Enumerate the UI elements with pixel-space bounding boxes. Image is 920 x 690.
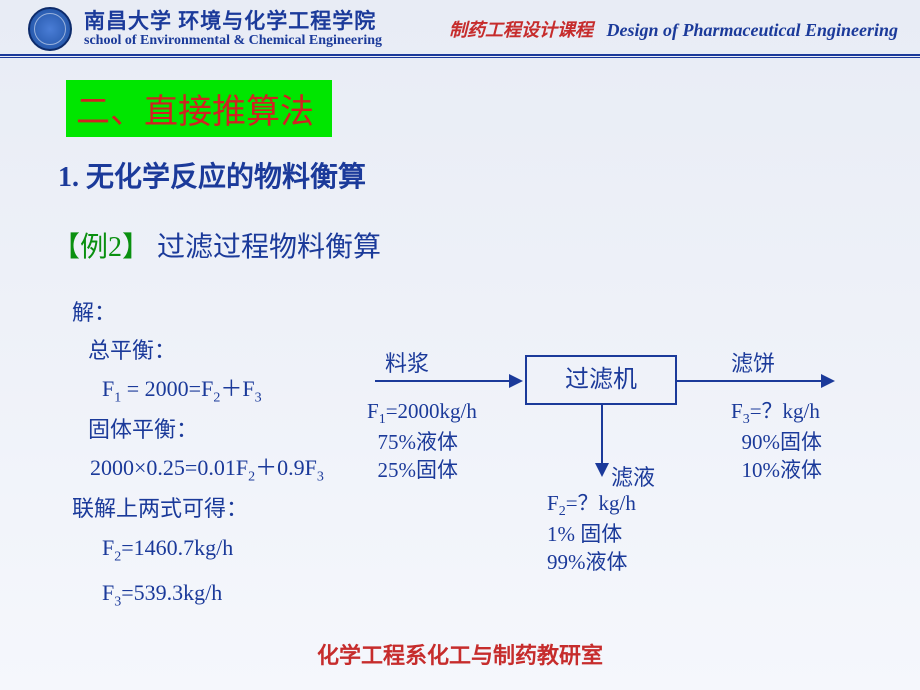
bracket-open: 【 bbox=[52, 232, 80, 263]
course-title: 制药工程设计课程 Design of Pharmaceutical Engine… bbox=[449, 16, 898, 42]
bracket-close: 】 bbox=[122, 232, 150, 263]
header: 南昌大学 环境与化学工程学院 school of Environmental &… bbox=[0, 0, 920, 58]
feed-values: F1=2000kg/h 75%液体 25%固体 bbox=[367, 398, 477, 484]
solution-block: 解： 总平衡： F1 = 2000=F2＋F3 固体平衡： 2000×0.25=… bbox=[72, 296, 324, 617]
filtrate-arrow bbox=[601, 405, 603, 475]
filtrate-values: F2=？kg/h1% 固体99%液体 bbox=[547, 490, 636, 576]
result-1: F2=1460.7kg/h bbox=[72, 531, 324, 568]
equation-1: F1 = 2000=F2＋F3 bbox=[72, 372, 324, 409]
course-title-en-post: Engineering bbox=[800, 20, 898, 40]
course-title-cn: 制药工程设计课程 bbox=[449, 20, 593, 40]
section-title: 二、直接推算法 bbox=[66, 80, 332, 137]
cake-arrow bbox=[677, 380, 833, 382]
header-divider bbox=[0, 54, 920, 58]
school-name: 南昌大学 环境与化学工程学院 school of Environmental &… bbox=[84, 10, 382, 48]
school-name-cn: 南昌大学 环境与化学工程学院 bbox=[84, 9, 376, 33]
solution-jie: 解： bbox=[72, 296, 324, 330]
result-2: F3=539.3kg/h bbox=[72, 576, 324, 613]
school-name-en: school of Environmental & Chemical Engin… bbox=[84, 33, 382, 48]
course-title-en-em: Pharmaceutical bbox=[682, 20, 800, 40]
course-title-en-pre: Design of bbox=[606, 20, 682, 40]
solid-balance-label: 固体平衡： bbox=[72, 413, 324, 447]
filter-box: 过滤机 bbox=[525, 355, 677, 405]
equation-2: 2000×0.25=0.01F2＋0.9F3 bbox=[72, 451, 324, 488]
filtrate-label: 滤液 bbox=[611, 460, 655, 492]
feed-arrow bbox=[375, 380, 521, 382]
university-logo bbox=[28, 7, 72, 51]
cake-values: F3=？kg/h 90%固体 10%液体 bbox=[731, 398, 822, 484]
example-label: 例2 bbox=[80, 232, 122, 263]
total-balance-label: 总平衡： bbox=[72, 334, 324, 368]
example-title: 【例2】 过滤过程物料衡算 bbox=[52, 225, 381, 265]
example-text: 过滤过程物料衡算 bbox=[150, 232, 381, 263]
footer: 化学工程系化工与制药教研室 bbox=[0, 638, 920, 670]
sub-title: 1. 无化学反应的物料衡算 bbox=[58, 155, 366, 195]
feed-label: 料浆 bbox=[385, 346, 429, 378]
solve-label: 联解上两式可得： bbox=[72, 492, 324, 526]
flow-diagram: 料浆 F1=2000kg/h 75%液体 25%固体 过滤机 滤饼 F3=？kg… bbox=[375, 340, 905, 620]
cake-label: 滤饼 bbox=[731, 346, 775, 378]
